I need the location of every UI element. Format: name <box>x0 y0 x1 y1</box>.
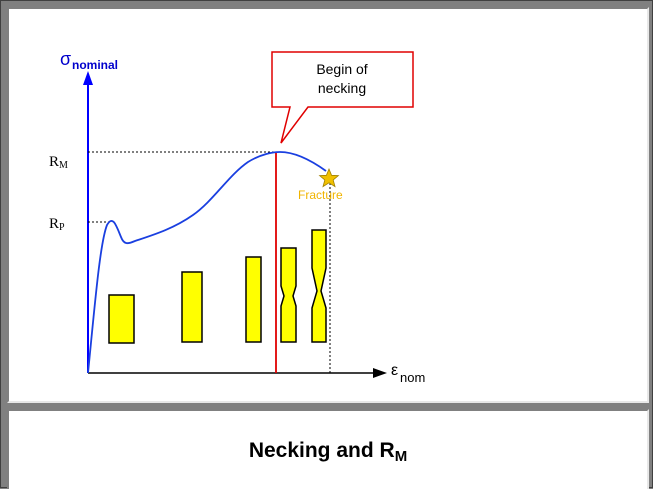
callout-line2: necking <box>318 80 366 96</box>
necking-callout <box>271 51 414 144</box>
fracture-label: Fracture <box>298 188 343 202</box>
x-axis-sub: nom <box>400 370 425 385</box>
y-axis-sub: nominal <box>72 58 118 72</box>
x-axis-arrow-icon <box>373 368 387 378</box>
callout-line1: Begin of <box>316 61 367 77</box>
rp-label: RP <box>49 216 65 233</box>
specimen-2 <box>181 271 203 343</box>
fracture-star-icon <box>318 167 340 188</box>
rm-label: RM <box>49 154 68 171</box>
caption-panel: Necking and RM <box>7 409 649 489</box>
specimen-5-fracture <box>311 229 327 343</box>
y-axis-symbol: σ <box>60 49 71 69</box>
diagram-panel: σ nominal ε nom RM RP Begin of necking <box>7 7 649 403</box>
y-axis-arrow-icon <box>83 71 93 85</box>
specimen-4-necking <box>280 247 297 343</box>
x-axis-symbol: ε <box>391 362 398 379</box>
specimen-3 <box>245 256 262 343</box>
specimen-1 <box>108 294 135 344</box>
stress-strain-curve <box>87 151 327 374</box>
stress-strain-diagram: σ nominal ε nom RM RP Begin of necking <box>49 49 425 385</box>
caption-title: Necking and RM <box>248 439 408 465</box>
